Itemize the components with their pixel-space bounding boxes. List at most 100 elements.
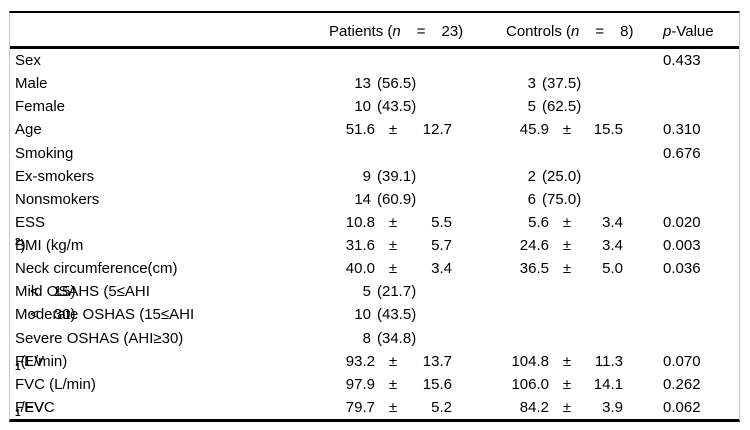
column-header-patients: Patients (n = 23) — [329, 23, 463, 40]
controls-mean: 24.6 — [519, 237, 549, 254]
plus-minus-sign: ± — [388, 121, 398, 139]
table-body: Sex 0.433 Male 13 (56.5) 3 (37.5) Female 10 (43.5… — [10, 49, 739, 419]
patients-count: 8 — [362, 329, 371, 347]
table-row: Moderate OSHAS (15≤AHI <30) 10 (43.5) — [10, 303, 739, 326]
controls-sd: 15.5 — [593, 121, 623, 139]
controls-mean: 36.5 — [519, 260, 549, 278]
row-label-segment: FEV — [15, 398, 45, 416]
controls-sd: 11.3 — [594, 352, 623, 370]
row-label-segment: Female — [15, 98, 66, 116]
table-row: Severe OSHAS (AHI≥30) 8 (34.8) — [10, 327, 739, 350]
plus-minus-sign: ± — [562, 352, 572, 370]
table-row: ESS 10.8 ±5.5 5.6 ±3.4 0.020 — [10, 211, 739, 234]
patients-count: 5 — [362, 283, 371, 301]
table-row: Neck circumference(cm) 40.0 ±3.4 36.5 ±5.0 0.… — [10, 257, 739, 280]
plus-minus-sign: ± — [388, 352, 398, 370]
p-value: 0.262 — [663, 375, 701, 393]
patients-percent: (43.5) — [377, 306, 417, 324]
patients-sd: 5.5 — [431, 213, 452, 231]
patients-percent: (56.5) — [377, 75, 417, 93]
p-value: 0.433 — [663, 52, 701, 69]
table-header: Patients (n = 23) Controls (n = 8) p-Value — [10, 13, 739, 49]
table-row: Nonsmokers 14 (60.9) 6 (75.0) — [10, 188, 739, 211]
plus-minus-sign: ± — [388, 260, 398, 278]
column-header-controls: Controls (n = 8) — [506, 23, 633, 40]
pvalue-header-suffix: -Value — [671, 23, 714, 40]
controls-mean: 84.2 — [519, 398, 549, 416]
row-label: FEV 1/FVC — [15, 396, 55, 419]
table-row: Age 51.6 ±12.7 45.9 ±15.5 0.310 — [10, 118, 739, 141]
patients-sd: 15.6 — [422, 375, 452, 393]
plus-minus-sign: ± — [388, 237, 398, 254]
n-symbol: n — [571, 23, 580, 40]
table-row: Smoking 0.676 — [10, 142, 739, 165]
controls-mean: 5.6 — [528, 213, 549, 231]
comparison-table: Patients (n = 23) Controls (n = 8) p-Value S… — [9, 11, 740, 422]
patients-mean: 79.7 — [345, 398, 375, 416]
patients-sd: 12.7 — [422, 121, 452, 139]
patients-percent: (34.8) — [377, 329, 417, 347]
row-label-segment: Severe OSHAS (AHI≥30) — [15, 329, 184, 347]
table-row: Male 13 (56.5) 3 (37.5) — [10, 72, 739, 95]
controls-mean: 45.9 — [519, 121, 549, 139]
row-label-segment: /FVC — [20, 398, 55, 416]
plus-minus-sign: ± — [562, 375, 572, 393]
table-row: Ex-smokers 9 (39.1) 2 (25.0) — [10, 165, 739, 188]
row-label-segment: 1 — [15, 361, 21, 373]
p-value: 0.070 — [663, 352, 701, 370]
table-row: BMI (kg/m 2) 31.6 ±5.7 24.6 ±3.4 0.003 — [10, 234, 739, 257]
table-row: FEV 1 (L/min) 93.2 ±13.7 104.8 ±11.3 0.070 — [10, 350, 739, 373]
row-label-segment: (L/min) — [20, 352, 68, 370]
row-label-segment: Neck circumference(cm) — [15, 260, 178, 278]
plus-minus-sign: ± — [388, 213, 398, 231]
row-label: Mild OSAHS (5≤AHI <15) — [15, 280, 150, 303]
controls-percent: (25.0) — [542, 167, 582, 185]
p-value: 0.020 — [663, 213, 701, 231]
p-value: 0.003 — [663, 237, 701, 254]
controls-n-count: 8) — [620, 23, 634, 40]
table-row: FVC (L/min) 97.9 ±15.6 106.0 ±14.1 0.262 — [10, 373, 739, 396]
row-label-segment: 2 — [15, 237, 21, 248]
column-header-pvalue: p-Value — [663, 23, 714, 40]
row-label-segment: Moderate OSHAS (15≤AHI — [15, 306, 195, 324]
controls-count: 5 — [527, 98, 536, 116]
row-label: BMI (kg/m 2) — [15, 234, 83, 257]
plus-minus-sign: ± — [562, 213, 572, 231]
patients-mean: 97.9 — [345, 375, 375, 393]
row-label-segment: BMI (kg/m — [15, 237, 84, 254]
row-label-segment: 15) — [53, 283, 76, 301]
row-label-segment: Ex-smokers — [15, 167, 95, 185]
patients-count: 14 — [354, 190, 371, 208]
controls-percent: (62.5) — [542, 98, 582, 116]
patients-count: 13 — [354, 75, 371, 93]
row-label-segment: Mild OSAHS (5≤AHI — [15, 283, 150, 301]
row-label-segment: ESS — [15, 213, 46, 231]
table-row: Sex 0.433 — [10, 49, 739, 72]
row-label-segment: ) — [20, 237, 26, 254]
patients-sd: 5.7 — [431, 237, 452, 254]
controls-count: 2 — [527, 167, 536, 185]
plus-minus-sign: ± — [388, 375, 398, 393]
patients-percent: (21.7) — [377, 283, 417, 301]
controls-count: 3 — [527, 75, 536, 93]
row-label-segment: 30) — [53, 306, 76, 324]
patients-count: 9 — [362, 167, 371, 185]
p-value: 0.310 — [663, 121, 701, 139]
controls-header-prefix: Controls ( — [506, 23, 572, 40]
row-label-segment: Sex — [15, 52, 41, 69]
equals-sign: = — [595, 23, 605, 40]
row-label: FEV 1 (L/min) — [15, 350, 67, 373]
controls-sd: 5.0 — [602, 260, 623, 278]
controls-count: 6 — [527, 190, 536, 208]
plus-minus-sign: ± — [562, 260, 572, 278]
patients-mean: 31.6 — [345, 237, 375, 254]
plus-minus-sign: ± — [562, 121, 572, 139]
row-label-segment: FVC (L/min) — [15, 375, 96, 393]
p-value: 0.036 — [663, 260, 701, 278]
patients-count: 10 — [354, 306, 371, 324]
patients-mean: 10.8 — [345, 213, 375, 231]
table-row: FEV 1/FVC 79.7 ±5.2 84.2 ±3.9 0.062 — [10, 396, 739, 419]
row-label-segment: FEV — [15, 352, 45, 370]
plus-minus-sign: ± — [562, 398, 572, 416]
controls-mean: 106.0 — [511, 375, 549, 393]
